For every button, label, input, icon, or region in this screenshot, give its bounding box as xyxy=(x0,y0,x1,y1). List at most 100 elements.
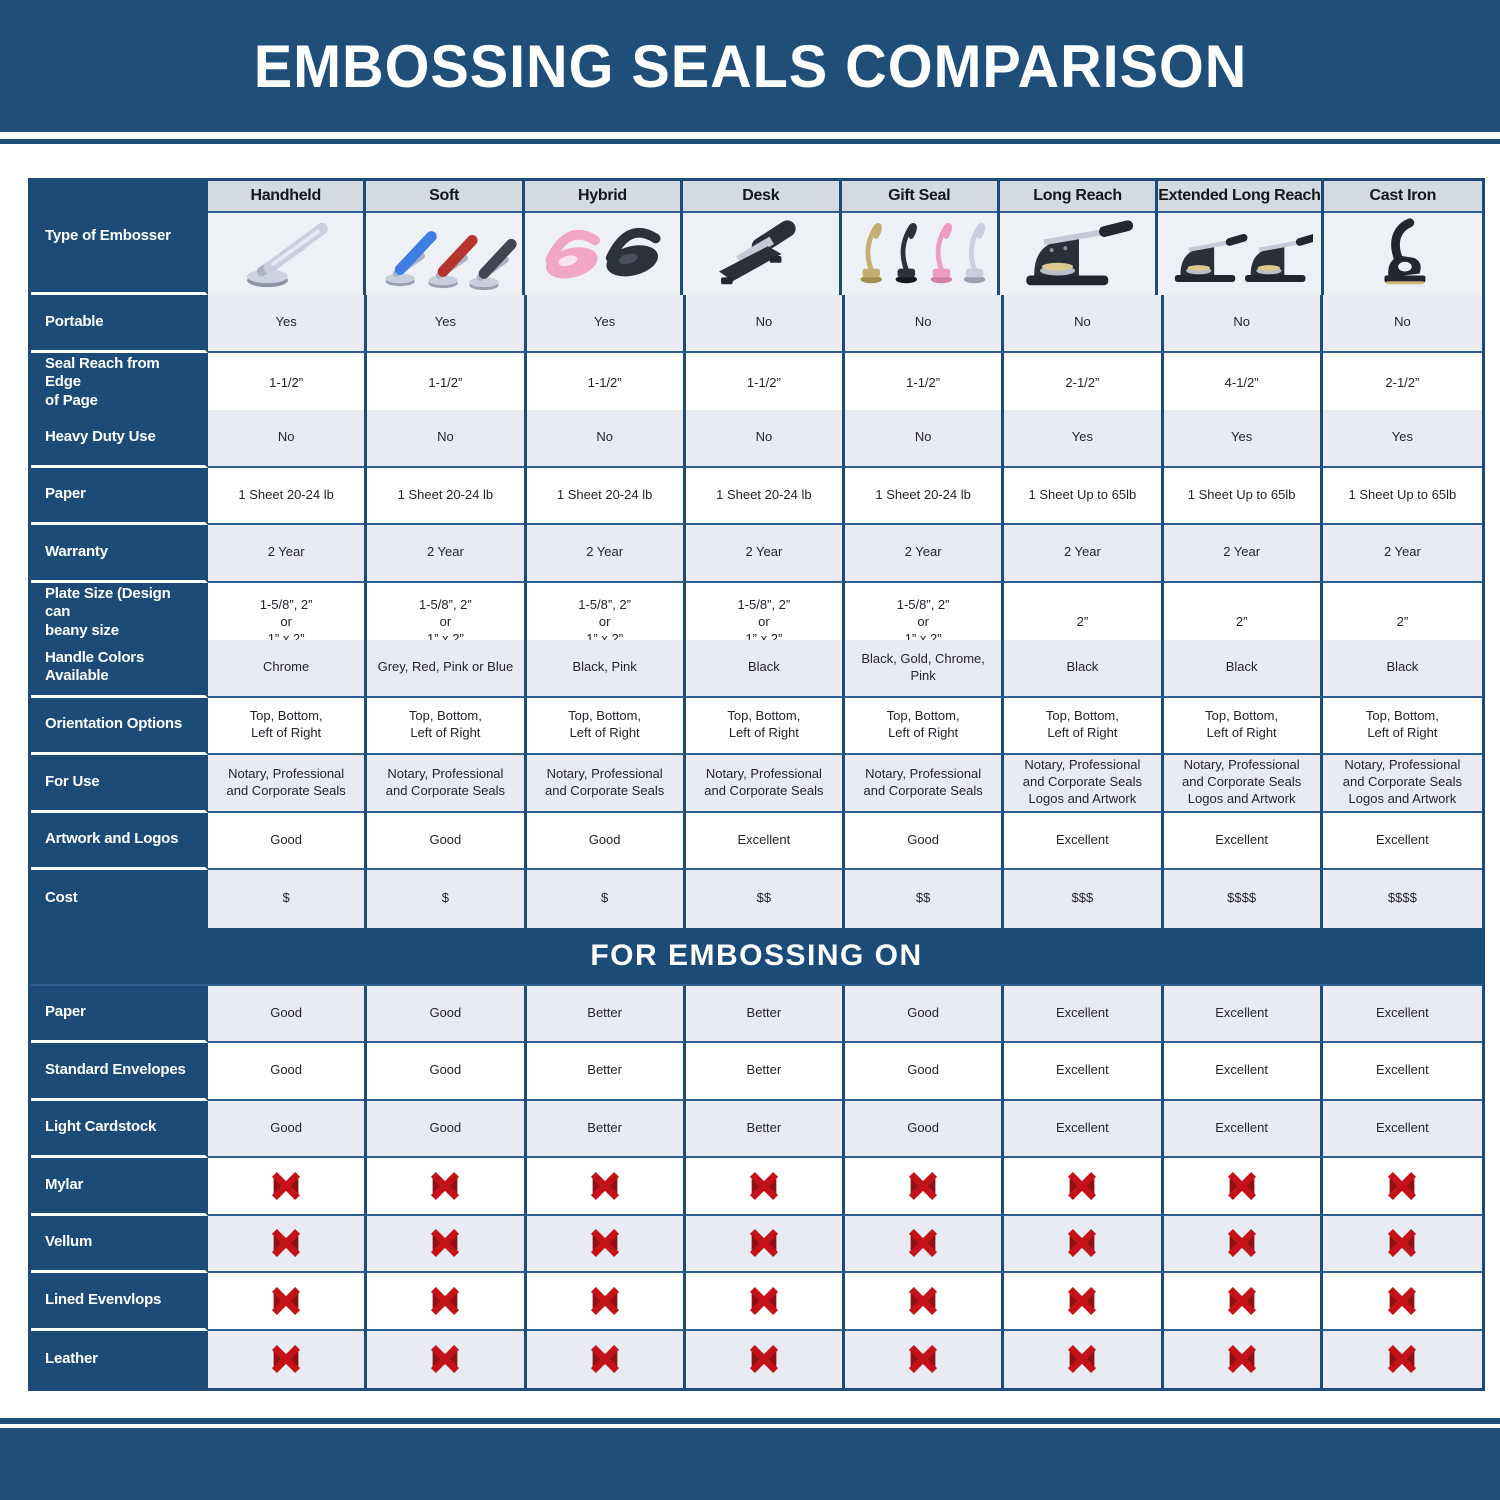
table-cell: Good xyxy=(208,985,368,1043)
table-cell xyxy=(685,1330,845,1388)
table-row: Standard Envelopes Good Good Better Better Go… xyxy=(31,1043,1482,1101)
table-cell: 2-1/2” xyxy=(1322,352,1482,416)
table-cell xyxy=(1322,1158,1482,1216)
table-cell xyxy=(1163,1215,1323,1273)
row-label: Leather xyxy=(31,1330,208,1388)
table-cell: 2-1/2” xyxy=(1004,352,1164,416)
table-cell: 1 Sheet 20-24 lb xyxy=(685,467,845,525)
table-row: Cost $ $ $ $$ $$ $$$ $$$$ $$$$ xyxy=(31,870,1482,928)
row-label: Orientation Options xyxy=(31,697,208,755)
table-cell: Good xyxy=(526,812,686,870)
row-label: Paper xyxy=(31,985,208,1043)
red-x-icon xyxy=(1068,1345,1097,1374)
table-row: Seal Reach from Edge of Page 1-1/2” 1-1/2”… xyxy=(31,352,1482,416)
table-cell: Better xyxy=(526,1100,686,1158)
column-header: Desk xyxy=(683,181,839,213)
title-separator xyxy=(0,139,1500,144)
column-header: Long Reach xyxy=(999,181,1156,213)
gift-seal-embosser-image xyxy=(841,213,997,295)
table-row: Plate Size (Design can beany size inbetw… xyxy=(31,582,1482,665)
table-cell xyxy=(367,1273,527,1331)
row-label: For Use xyxy=(31,755,208,813)
column-header: Gift Seal xyxy=(841,181,997,213)
red-x-icon xyxy=(590,1286,619,1315)
table-cell: $ xyxy=(208,870,368,928)
table-cell: Top, Bottom, Left of Right xyxy=(208,697,368,755)
table-row: Portable Yes Yes Yes No No No No No xyxy=(31,295,1482,353)
table-row: Mylar xyxy=(31,1158,1482,1216)
red-x-icon xyxy=(1388,1229,1417,1258)
table-cell xyxy=(1322,1215,1482,1273)
table-cell: Top, Bottom, Left of Right xyxy=(1004,697,1164,755)
table-cell: Black xyxy=(1163,640,1323,698)
table-cell: $$ xyxy=(845,870,1005,928)
row-label: Mylar xyxy=(31,1158,208,1216)
table-cell: Notary, Professional and Corporate Seals xyxy=(845,755,1005,813)
table-cell: Top, Bottom, Left of Right xyxy=(845,697,1005,755)
row-label: Standard Envelopes xyxy=(31,1043,208,1101)
table-cell: Good xyxy=(208,812,368,870)
red-x-icon xyxy=(590,1171,619,1200)
column-header: Cast Iron xyxy=(1323,181,1482,213)
red-x-icon xyxy=(1227,1171,1256,1200)
table-cell xyxy=(208,1158,368,1216)
table-cell: Excellent xyxy=(1163,985,1323,1043)
table-cell xyxy=(1004,1273,1164,1331)
table-cell: 1-1/2” xyxy=(526,352,686,416)
embossing-section-title: FOR EMBOSSING ON xyxy=(590,938,923,972)
red-x-icon xyxy=(909,1229,938,1258)
table-cell: Excellent xyxy=(1322,812,1482,870)
table-cell: Good xyxy=(367,1043,527,1101)
row-label-type-of-embosser: Type of Embosser xyxy=(31,181,208,295)
type-column-cell: Hybrid xyxy=(524,181,684,295)
table-row: Lined Evenvlops xyxy=(31,1273,1482,1331)
table-cell: Yes xyxy=(208,295,368,353)
table-cell xyxy=(1163,1158,1323,1216)
type-column-cell: Handheld xyxy=(208,181,367,295)
column-header: Soft xyxy=(366,181,522,213)
table-cell: No xyxy=(845,410,1005,468)
row-label: Heavy Duty Use xyxy=(31,410,208,468)
table-cell: $$ xyxy=(685,870,845,928)
long-reach-embosser-image xyxy=(999,213,1156,295)
table-cell: No xyxy=(526,410,686,468)
red-x-icon xyxy=(1388,1345,1417,1374)
row-label: Cost xyxy=(31,870,208,928)
table-cell: Notary, Professional and Corporate Seals… xyxy=(1004,755,1164,813)
comparison-table: Type of Embosser Handheld Soft Hybrid Des… xyxy=(28,178,1485,1391)
table-cell: 2 Year xyxy=(208,525,368,583)
table-cell: 2 Year xyxy=(685,525,845,583)
red-x-icon xyxy=(431,1229,460,1258)
table-cell: Chrome xyxy=(208,640,368,698)
table-cell: Yes xyxy=(526,295,686,353)
table-cell xyxy=(1004,1215,1164,1273)
table-row: Orientation Options Top, Bottom, Left of … xyxy=(31,697,1482,755)
table-cell xyxy=(845,1330,1005,1388)
table-cell: Grey, Red, Pink or Blue xyxy=(367,640,527,698)
table-cell: Top, Bottom, Left of Right xyxy=(1163,697,1323,755)
table-cell: Notary, Professional and Corporate Seals xyxy=(367,755,527,813)
table-cell: Notary, Professional and Corporate Seals xyxy=(685,755,845,813)
table-cell xyxy=(367,1330,527,1388)
red-x-icon xyxy=(1068,1286,1097,1315)
table-cell: No xyxy=(1322,295,1482,353)
row-label: Seal Reach from Edge of Page xyxy=(31,352,208,416)
handheld-embosser-image xyxy=(208,213,364,295)
table-cell: Good xyxy=(367,985,527,1043)
table-cell: No xyxy=(685,410,845,468)
table-cell: Yes xyxy=(1163,410,1323,468)
table-row: For Use Notary, Professional and Corporat… xyxy=(31,755,1482,813)
red-x-icon xyxy=(1227,1345,1256,1374)
table-cell: Excellent xyxy=(685,812,845,870)
table-cell: No xyxy=(1004,295,1164,353)
table-cell xyxy=(1004,1158,1164,1216)
table-row: Vellum xyxy=(31,1215,1482,1273)
row-label: Handle Colors Available xyxy=(31,640,208,698)
table-cell: Good xyxy=(845,985,1005,1043)
table-cell: 1-1/2” xyxy=(208,352,368,416)
table-cell: 1 Sheet 20-24 lb xyxy=(208,467,368,525)
table-cell xyxy=(208,1273,368,1331)
red-x-icon xyxy=(909,1286,938,1315)
row-label: Lined Evenvlops xyxy=(31,1273,208,1331)
table-cell: 2 Year xyxy=(845,525,1005,583)
